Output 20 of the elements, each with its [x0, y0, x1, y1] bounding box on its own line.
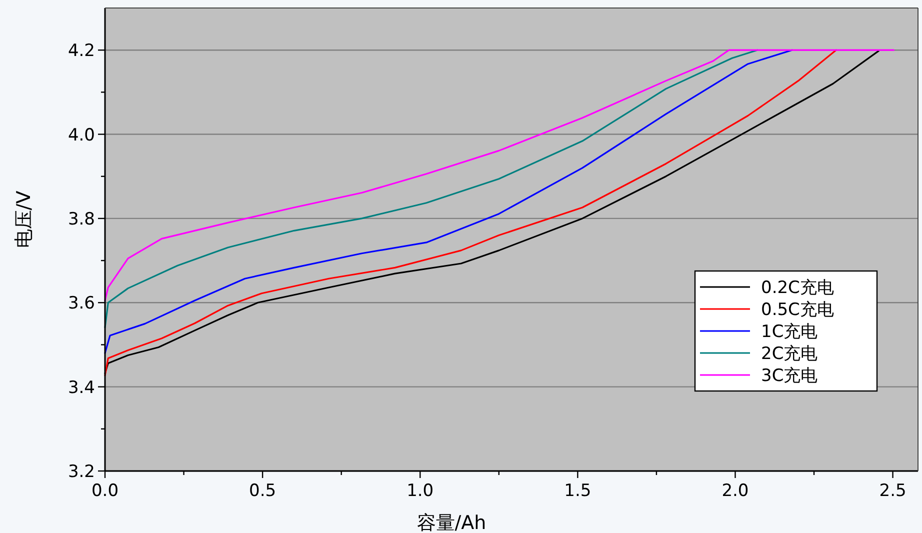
y-tick-label: 3.6 — [68, 294, 95, 314]
y-tick-label: 4.0 — [68, 125, 95, 146]
y-axis-title: 电压/V — [13, 190, 35, 248]
legend-label: 0.2C充电 — [761, 278, 834, 298]
x-axis-title: 容量/Ah — [416, 512, 486, 533]
legend-label: 3C充电 — [761, 366, 818, 386]
y-tick-label: 3.8 — [68, 209, 95, 230]
x-tick-label: 1.0 — [406, 481, 434, 501]
y-tick-label: 3.2 — [68, 462, 95, 482]
x-tick-label: 2.5 — [879, 481, 906, 501]
legend-label: 0.5C充电 — [761, 300, 834, 320]
legend-label: 1C充电 — [761, 322, 818, 342]
x-tick-label: 1.5 — [564, 481, 592, 501]
x-tick-label: 0.5 — [249, 481, 276, 501]
y-tick-label: 3.4 — [68, 378, 95, 398]
line-series — [104, 49, 895, 302]
legend-label: 2C充电 — [761, 344, 818, 364]
x-tick-label: 2.0 — [722, 481, 749, 501]
y-tick-label: 4.2 — [68, 41, 95, 62]
x-tick-label: 0.0 — [91, 481, 119, 501]
